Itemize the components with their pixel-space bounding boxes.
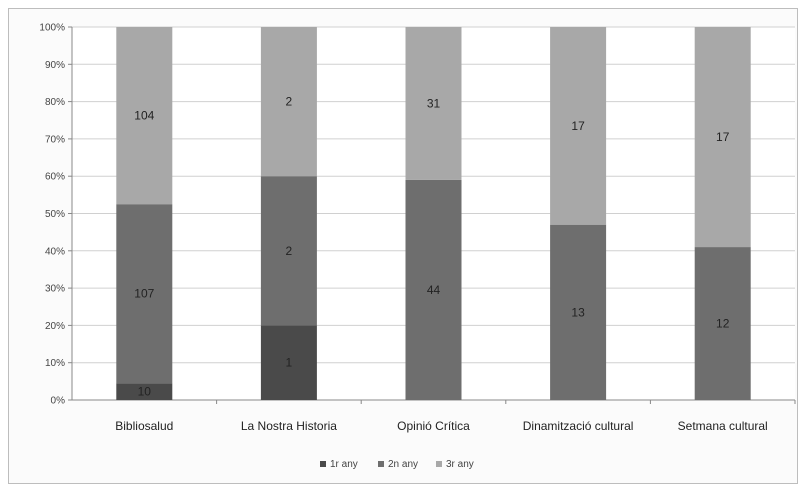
y-tick-label: 70% [45, 134, 65, 145]
bar-segment-2 [260, 176, 317, 326]
legend-swatch-1 [320, 461, 326, 467]
x-tick-label: La Nostra Historia [241, 419, 337, 433]
data-label: 104 [134, 109, 154, 123]
y-tick-label: 40% [45, 246, 65, 257]
bar-segment-3 [694, 27, 751, 248]
data-label: 12 [716, 317, 730, 331]
bar-segment-2 [405, 179, 462, 400]
y-tick-label: 0% [51, 396, 66, 407]
data-label: 1 [286, 356, 293, 370]
bar-segment-2 [550, 224, 607, 400]
bar-segment-3 [550, 27, 607, 225]
data-label: 44 [427, 283, 441, 297]
data-label: 31 [427, 96, 441, 110]
bar-segment-1 [116, 383, 173, 400]
y-tick-label: 20% [45, 321, 65, 332]
y-tick-label: 30% [45, 284, 65, 295]
legend-swatch-3 [436, 461, 442, 467]
bar-segment-3 [260, 27, 317, 177]
data-label: 107 [134, 287, 154, 301]
x-tick-label: Dinamització cultural [523, 419, 634, 433]
legend-label: 2n any [388, 459, 418, 470]
y-tick-label: 10% [45, 358, 65, 369]
legend-label: 1r any [330, 459, 358, 470]
bar-segment-3 [405, 27, 462, 180]
data-label: 13 [571, 305, 585, 319]
data-label: 2 [286, 244, 293, 258]
legend-swatch-2 [378, 461, 384, 467]
x-tick-label: Opinió Crítica [397, 419, 470, 433]
data-label: 2 [286, 95, 293, 109]
y-tick-label: 90% [45, 60, 65, 71]
x-tick-label: Bibliosalud [115, 419, 173, 433]
data-label: 10 [138, 385, 152, 399]
bar-segment-3 [116, 27, 173, 205]
bar-segment-1 [260, 325, 317, 400]
y-tick-label: 60% [45, 172, 65, 183]
bar-segment-2 [694, 247, 751, 400]
y-tick-label: 80% [45, 97, 65, 108]
data-label: 17 [716, 130, 730, 144]
y-tick-label: 100% [39, 23, 65, 34]
legend-label: 3r any [446, 459, 474, 470]
data-label: 17 [571, 119, 585, 133]
y-tick-label: 50% [45, 209, 65, 220]
bar-segment-2 [116, 204, 173, 384]
x-tick-label: Setmana cultural [678, 419, 768, 433]
